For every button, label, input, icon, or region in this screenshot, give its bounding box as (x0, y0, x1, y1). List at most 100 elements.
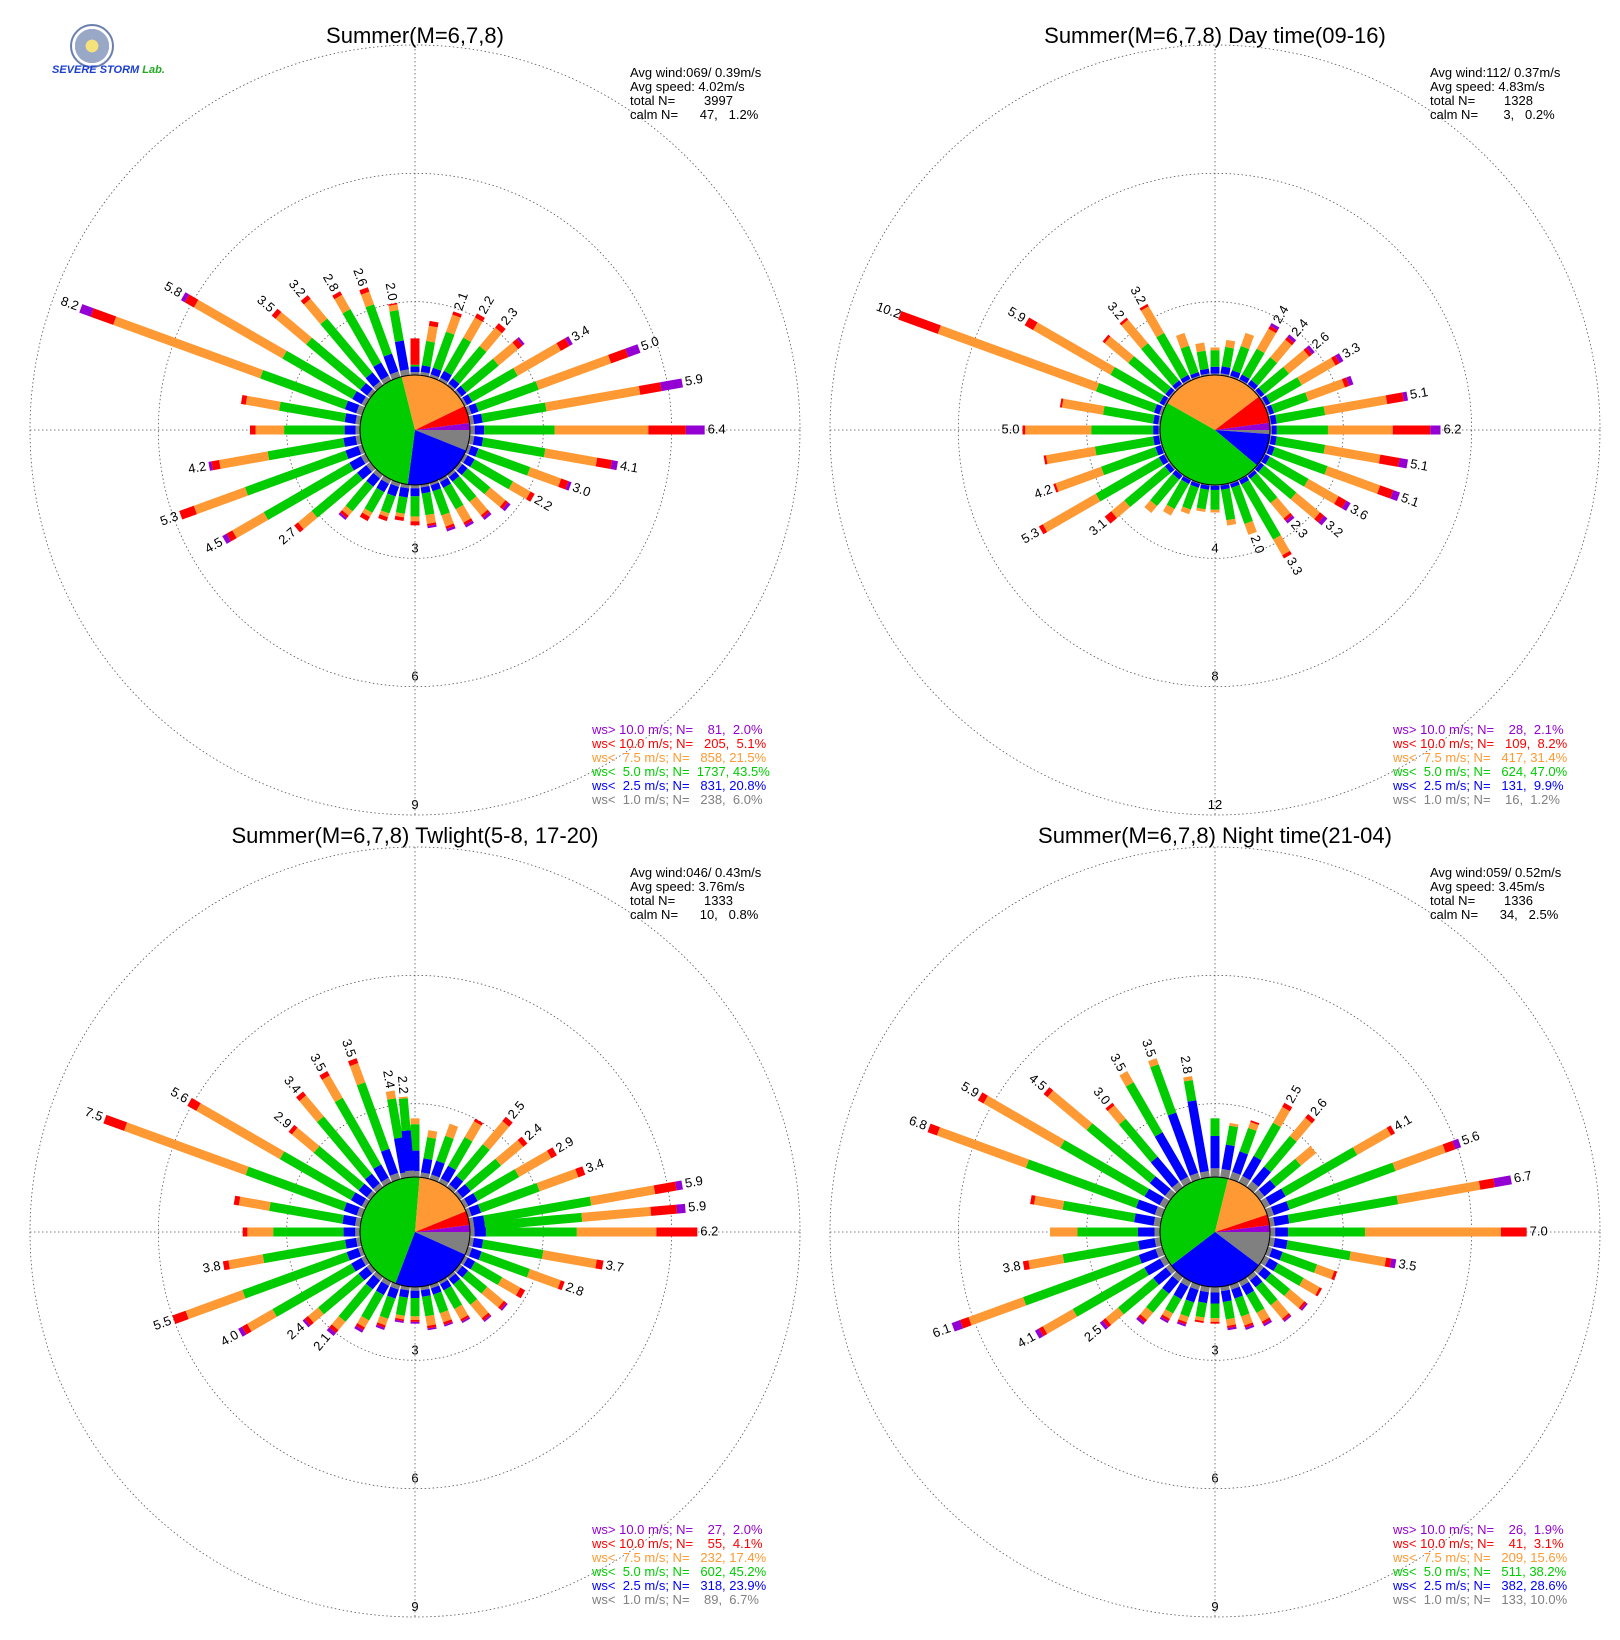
direction-bar (460, 1255, 526, 1299)
bar-value-label: 3.4 (569, 322, 592, 344)
bar-segment (469, 1247, 482, 1260)
bar-segment (103, 1114, 128, 1131)
direction-bar (1260, 353, 1344, 407)
bar-segment (565, 481, 572, 491)
bar-segment (427, 1326, 437, 1331)
bar-segment (1262, 1319, 1273, 1327)
bar-segment (1060, 1140, 1150, 1197)
bar-segment (1150, 1156, 1179, 1188)
bar-segment (1242, 1155, 1262, 1181)
bar-segment (365, 372, 381, 388)
chart-title: Summer(M=6,7,8) (326, 23, 504, 48)
direction-bar (172, 1246, 365, 1325)
bar-segment (1392, 425, 1431, 435)
direction-bar (1246, 469, 1295, 524)
bar-segment (556, 338, 570, 351)
direction-bar (319, 1070, 392, 1187)
ring-label: 4 (1211, 540, 1218, 555)
bar-segment (410, 1320, 420, 1322)
bar-segment (484, 425, 555, 435)
bar-segment (460, 1198, 469, 1209)
legend-entry: ws< 2.5 m/s; N= 131, 9.9% (1392, 778, 1564, 793)
bar-segment (1323, 444, 1381, 464)
bar-segment (302, 1318, 311, 1328)
bar-segment (1246, 1290, 1265, 1314)
bar-segment (376, 1322, 386, 1328)
bar-segment (1171, 1181, 1184, 1193)
bar-segment (1269, 435, 1277, 446)
bar-segment (535, 354, 612, 390)
bar-segment (410, 496, 420, 517)
bar-segment (410, 338, 420, 365)
direction-bar (420, 483, 437, 529)
bar-segment (468, 403, 479, 415)
direction-bar (1210, 1287, 1220, 1324)
bar-segment (1180, 1299, 1195, 1318)
bar-segment (464, 1121, 482, 1142)
bar-segment (454, 1304, 469, 1320)
bar-segment (245, 395, 281, 411)
bar-segment (576, 1227, 657, 1237)
bar-value-label: 4.1 (1015, 1329, 1038, 1351)
bar-segment (359, 512, 370, 522)
bar-segment (1268, 325, 1278, 334)
bar-segment (427, 1130, 438, 1139)
bar-segment (1305, 379, 1345, 401)
direction-bar (208, 435, 362, 471)
bar-segment (481, 1312, 491, 1321)
bar-segment (1341, 377, 1350, 388)
bar-segment (1164, 463, 1175, 474)
bar-segment (1154, 1132, 1189, 1182)
pie-slice (1215, 1214, 1270, 1232)
bar-segment (968, 1297, 1027, 1326)
bar-segment (1194, 1319, 1204, 1324)
bar-segment (275, 312, 312, 345)
bar-segment (1034, 1328, 1044, 1339)
bar-segment (1283, 1314, 1292, 1322)
bar-segment (1254, 1263, 1264, 1275)
bar-segment (1304, 478, 1339, 504)
bar-segment (1255, 1281, 1278, 1306)
bar-segment (242, 1227, 248, 1237)
bar-segment (1268, 1237, 1276, 1247)
bar-segment (358, 1266, 373, 1281)
bar-segment (364, 1173, 380, 1189)
stats-line: calm N= 47, 1.2% (630, 107, 759, 122)
bar-segment (425, 513, 436, 524)
bar-segment (1258, 1180, 1276, 1197)
bar-segment (1261, 454, 1271, 465)
bar-segment (960, 1316, 972, 1329)
legend-entry: ws> 10.0 m/s; N= 26, 1.9% (1392, 1522, 1564, 1537)
pie-outline (359, 374, 471, 486)
bar-segment (482, 1120, 510, 1150)
stats-line: calm N= 10, 0.8% (630, 907, 759, 922)
bar-segment (349, 1063, 366, 1086)
bar-segment (355, 1227, 360, 1237)
bar-segment (387, 483, 400, 497)
pie-slice (415, 423, 470, 430)
bar-segment (1156, 332, 1189, 380)
bar-segment (1210, 347, 1220, 351)
direction-bar (1270, 425, 1441, 435)
bar-value-label: 5.0 (639, 333, 661, 353)
bar-value-label: 7.5 (83, 1104, 105, 1124)
bar-segment (1258, 1267, 1272, 1281)
bar-segment (1102, 334, 1111, 344)
bar-segment (595, 457, 613, 470)
direction-bar (1034, 1255, 1170, 1339)
pie-outline (359, 1176, 471, 1288)
pie-slice (359, 376, 415, 485)
bar-segment (1275, 1227, 1288, 1237)
bar-segment (344, 400, 360, 414)
bar-segment (338, 1283, 373, 1322)
bar-segment (1150, 473, 1180, 507)
bar-segment (433, 1291, 449, 1314)
bar-segment (1241, 348, 1265, 379)
direction-bar (296, 1091, 384, 1193)
bar-value-label: 3.2 (1323, 517, 1346, 540)
bar-segment (1265, 377, 1302, 404)
bar-segment (1281, 1147, 1358, 1197)
bar-value-label: 5.1 (1409, 456, 1429, 474)
bar-value-label: 2.1 (310, 1330, 333, 1353)
stats-line: total N= 3997 (630, 93, 733, 108)
